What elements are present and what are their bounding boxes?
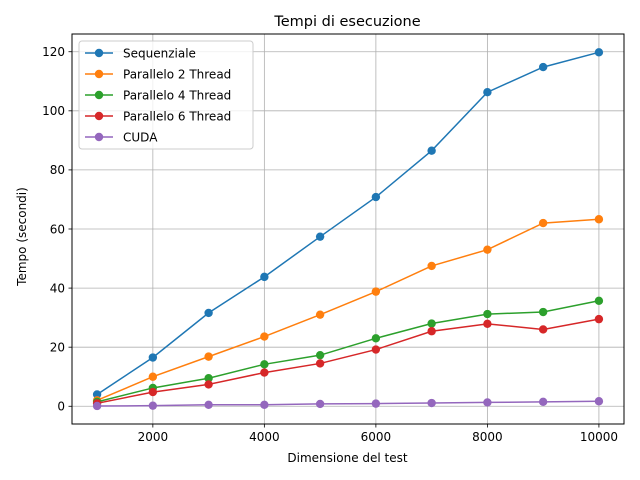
y-tick-label: 120 <box>42 45 65 59</box>
y-tick-label: 20 <box>50 340 65 354</box>
data-point <box>148 401 158 410</box>
series <box>92 215 604 405</box>
legend-label: Parallelo 4 Thread <box>123 88 231 102</box>
legend-marker <box>94 48 104 58</box>
legend-marker <box>94 90 104 100</box>
data-point <box>538 307 548 317</box>
data-point <box>148 353 158 362</box>
legend-item: Sequenziale <box>85 46 196 60</box>
data-point <box>260 272 269 282</box>
x-tick-label: 4000 <box>249 430 280 444</box>
data-point <box>427 319 436 328</box>
series-line <box>96 318 600 405</box>
data-point <box>315 232 325 241</box>
data-point <box>594 314 604 324</box>
legend-item: Parallelo 4 Thread <box>85 88 231 102</box>
data-point <box>92 401 102 411</box>
data-point <box>204 400 213 409</box>
data-point <box>148 387 158 397</box>
x-tick-label: 8000 <box>472 430 503 444</box>
data-point <box>483 398 492 407</box>
data-point <box>92 390 102 399</box>
legend-item: CUDA <box>85 130 158 144</box>
data-point <box>594 48 604 57</box>
legend-marker <box>94 69 104 79</box>
data-point <box>371 345 381 354</box>
legend: Sequenziale Parallelo 2 Thread Parallelo 4… <box>78 40 254 150</box>
series-layer <box>92 48 604 411</box>
legend-label: CUDA <box>123 130 158 144</box>
data-point <box>483 88 492 97</box>
data-point <box>315 399 325 409</box>
y-tick-label: 100 <box>42 104 65 118</box>
data-point <box>538 218 548 228</box>
data-point <box>594 397 604 406</box>
data-point <box>148 372 158 381</box>
data-point <box>427 261 436 271</box>
legend-box <box>78 40 254 150</box>
legend-item: Parallelo 2 Thread <box>85 67 231 81</box>
chart-title: Tempi di esecuzione <box>273 14 420 30</box>
data-point <box>483 309 492 319</box>
data-point <box>427 327 436 336</box>
x-tick-label: 6000 <box>361 430 392 444</box>
y-tick-label: 40 <box>50 281 65 295</box>
data-point <box>371 334 381 343</box>
legend-label: Parallelo 2 Thread <box>123 67 231 81</box>
x-axis: 2000 4000 6000 8000 10000 <box>138 424 618 444</box>
series-line <box>96 51 600 396</box>
data-point <box>483 319 492 329</box>
y-tick-label: 80 <box>50 163 65 177</box>
legend-marker <box>94 111 104 121</box>
data-point <box>315 359 325 368</box>
data-point <box>538 325 548 334</box>
series-line <box>97 400 599 407</box>
data-point <box>594 215 604 224</box>
y-tick-label: 60 <box>50 222 65 236</box>
series <box>92 48 604 399</box>
data-point <box>371 287 381 296</box>
y-axis-label: Tempo (secondi) <box>15 187 29 287</box>
x-tick-label: 2000 <box>138 430 169 444</box>
data-point <box>538 397 548 407</box>
data-point <box>204 380 213 389</box>
series-line <box>96 300 600 403</box>
data-point <box>483 245 492 254</box>
data-point <box>204 374 213 383</box>
data-point <box>427 146 436 155</box>
data-point <box>315 350 325 360</box>
data-point <box>371 399 381 408</box>
data-point <box>315 310 325 319</box>
legend-label: Parallelo 6 Thread <box>123 109 231 123</box>
data-point <box>260 360 269 369</box>
data-point <box>204 308 213 318</box>
legend-item: Parallelo 6 Thread <box>85 109 231 123</box>
series-line <box>96 218 599 402</box>
data-point <box>538 62 548 72</box>
series <box>92 314 604 408</box>
data-point <box>204 352 213 361</box>
legend-label: Sequenziale <box>123 46 196 60</box>
y-tick-label: 0 <box>57 400 65 414</box>
data-point <box>371 192 381 202</box>
data-point <box>260 368 269 377</box>
y-axis: 0 20 40 60 80 100 120 <box>42 45 72 414</box>
data-point <box>594 296 604 305</box>
x-axis-label: Dimensione del test <box>287 451 407 465</box>
series <box>92 397 604 411</box>
data-point <box>260 332 269 341</box>
data-point <box>427 398 436 408</box>
data-point <box>260 400 269 409</box>
x-tick-label: 10000 <box>580 430 618 444</box>
legend-marker <box>94 132 104 142</box>
